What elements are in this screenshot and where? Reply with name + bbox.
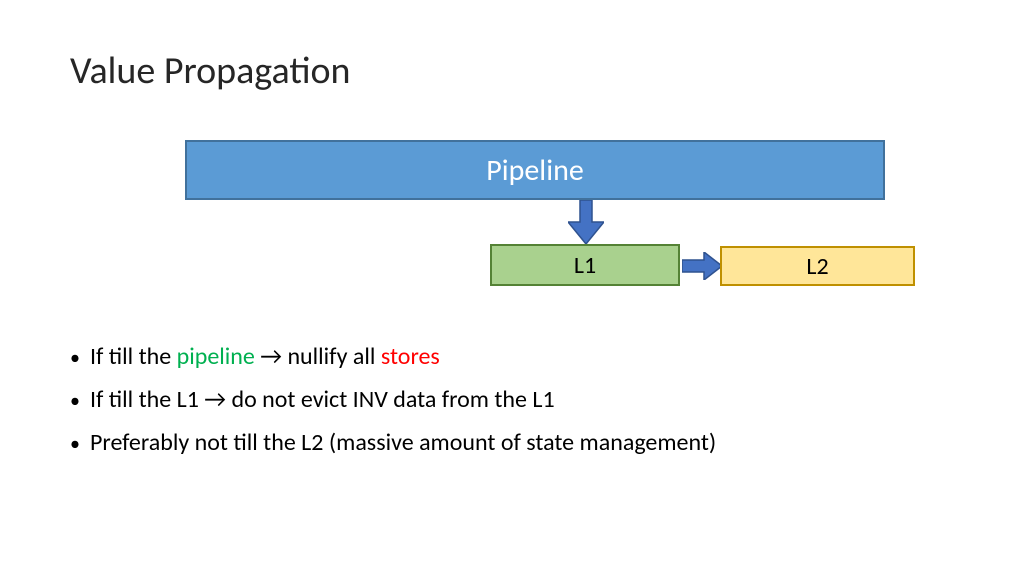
bullet-item: • If till the L1 → do not evict INV data… [70,381,950,418]
bullet-segment: → nullify all [255,342,381,371]
slide: Value Propagation Pipeline L1 L2 • If ti… [0,0,1024,576]
arrow-right-icon [682,252,722,280]
bullet-text: If till the pipeline → nullify all store… [90,338,950,375]
l2-label: L2 [806,252,828,281]
bullet-segment: If till the [90,342,177,371]
arrow-down-icon [568,200,604,244]
arrow-right-shape [682,252,722,280]
bullet-highlight-stores: stores [381,342,440,371]
arrow-down-shape [568,200,604,244]
pipeline-box: Pipeline [185,140,885,200]
l2-box: L2 [720,246,915,286]
bullet-dot-icon: • [70,428,90,460]
bullet-text: Preferably not till the L2 (massive amou… [90,424,950,461]
bullet-dot-icon: • [70,385,90,417]
bullet-text: If till the L1 → do not evict INV data f… [90,381,950,418]
bullet-item: • If till the pipeline → nullify all sto… [70,338,950,375]
bullet-item: • Preferably not till the L2 (massive am… [70,424,950,461]
bullet-highlight-pipeline: pipeline [177,342,255,371]
pipeline-label: Pipeline [486,152,584,189]
slide-title: Value Propagation [70,48,351,94]
bullet-dot-icon: • [70,342,90,374]
bullet-list: • If till the pipeline → nullify all sto… [70,338,950,468]
l1-label: L1 [574,251,596,280]
l1-box: L1 [490,244,680,286]
